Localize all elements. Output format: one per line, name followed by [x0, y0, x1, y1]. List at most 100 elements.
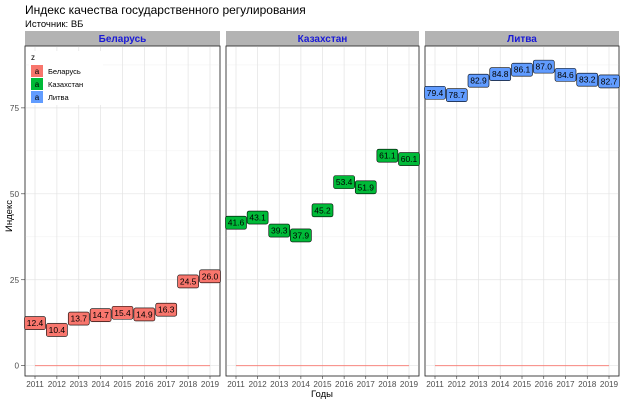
value-label-box	[398, 152, 420, 166]
x-tick-label: 2016	[535, 380, 554, 389]
value-label-box	[199, 269, 221, 284]
value-label-box	[489, 67, 512, 81]
legend-label: Казахстан	[48, 80, 83, 89]
value-label-box	[576, 72, 599, 87]
legend-key-glyph: a	[35, 67, 40, 76]
x-tick-label: 2016	[135, 380, 154, 389]
facet-strip-label: Казахстан	[298, 34, 348, 45]
value-label: 10.4	[46, 323, 68, 337]
value-label: 12.4	[24, 316, 46, 330]
y-tick-label: 0	[14, 362, 19, 371]
facet-strip-label: Литва	[507, 34, 537, 45]
value-label: 86.1	[511, 62, 533, 77]
value-label: 15.4	[111, 305, 134, 320]
chart-subtitle: Источник: ВБ	[25, 19, 83, 30]
legend-key	[31, 91, 43, 103]
value-label-text: 16.3	[158, 305, 175, 315]
value-label-text: 79.4	[427, 88, 444, 98]
x-tick-label: 2015	[513, 380, 532, 389]
value-label-text: 82.9	[470, 76, 487, 86]
value-label: 43.1	[246, 210, 269, 225]
value-label-text: 12.4	[27, 318, 44, 328]
x-tick-label: 2015	[113, 380, 132, 389]
x-tick-label: 2015	[313, 380, 332, 389]
value-label: 78.7	[445, 88, 468, 102]
value-label-text: 14.9	[136, 309, 153, 319]
x-tick-label: 2019	[400, 380, 419, 389]
x-tick-label: 2018	[179, 380, 198, 389]
x-tick-label: 2011	[26, 380, 44, 389]
x-tick-label: 2012	[48, 380, 67, 389]
value-label-text: 83.2	[579, 75, 596, 85]
value-label: 26.0	[199, 269, 221, 284]
value-label: 13.7	[67, 311, 90, 326]
value-label-text: 82.7	[601, 76, 618, 86]
value-label-text: 84.6	[557, 70, 574, 80]
x-tick-label: 2013	[469, 380, 488, 389]
value-label-text: 61.1	[379, 151, 396, 161]
value-label: 82.7	[598, 74, 620, 89]
value-label-text: 39.3	[271, 226, 288, 236]
value-label-text: 43.1	[249, 213, 266, 223]
value-label-text: 84.8	[492, 69, 509, 79]
x-tick-label: 2019	[600, 380, 619, 389]
legend-key-glyph: a	[35, 80, 40, 89]
value-label-box	[598, 74, 620, 89]
value-label-text: 78.7	[448, 90, 465, 100]
value-label: 51.9	[354, 180, 377, 195]
value-label: 82.9	[467, 73, 490, 88]
x-tick-label: 2012	[249, 380, 268, 389]
value-label-text: 26.0	[202, 271, 219, 281]
value-label-box	[511, 62, 533, 77]
x-tick-label: 2016	[335, 380, 354, 389]
x-tick-label: 2017	[556, 380, 575, 389]
value-label-box	[532, 59, 555, 74]
value-label: 24.5	[177, 274, 199, 289]
x-tick-label: 2012	[448, 380, 467, 389]
facet-strip	[425, 31, 619, 46]
value-label-text: 53.4	[336, 177, 353, 187]
value-label-text: 13.7	[70, 314, 87, 324]
value-label: 14.7	[89, 308, 112, 322]
value-label-box	[67, 311, 90, 326]
legend-key	[31, 65, 43, 77]
value-label-box	[133, 307, 156, 322]
x-tick-label: 2013	[70, 380, 89, 389]
chart-title: Индекс качества государственного регулир…	[25, 3, 306, 17]
value-label-box	[445, 88, 468, 102]
x-tick-label: 2011	[227, 380, 245, 389]
value-label: 41.6	[225, 215, 247, 230]
value-label-box	[111, 305, 134, 320]
x-tick-label: 2014	[92, 380, 111, 389]
value-label-text: 15.4	[114, 308, 131, 318]
value-label-text: 87.0	[535, 62, 552, 72]
facet-strip	[25, 31, 220, 46]
value-label: 79.4	[424, 85, 446, 100]
y-tick-label: 75	[10, 104, 20, 113]
value-label: 53.4	[333, 175, 355, 189]
legend-key	[31, 78, 43, 90]
value-label-box	[89, 308, 112, 322]
y-axis-title: Индекс	[4, 200, 15, 232]
value-label-text: 60.1	[401, 154, 418, 164]
legend-entry: a Литва	[31, 91, 69, 103]
value-label-box	[24, 316, 46, 330]
value-label-box	[290, 228, 312, 243]
x-tick-label: 2018	[378, 380, 397, 389]
value-label-box	[225, 215, 247, 230]
facet-strip	[226, 31, 419, 46]
legend-label: Беларусь	[48, 67, 81, 76]
value-label-box	[376, 148, 399, 163]
legend-key-glyph: a	[35, 93, 40, 102]
value-label: 37.9	[290, 228, 312, 243]
value-label: 87.0	[532, 59, 555, 74]
value-label-box	[424, 85, 446, 100]
x-tick-label: 2017	[357, 380, 376, 389]
value-label-text: 37.9	[293, 230, 310, 240]
value-label: 61.1	[376, 148, 399, 163]
x-tick-label: 2017	[157, 380, 176, 389]
x-axis-title: Годы	[311, 389, 333, 400]
